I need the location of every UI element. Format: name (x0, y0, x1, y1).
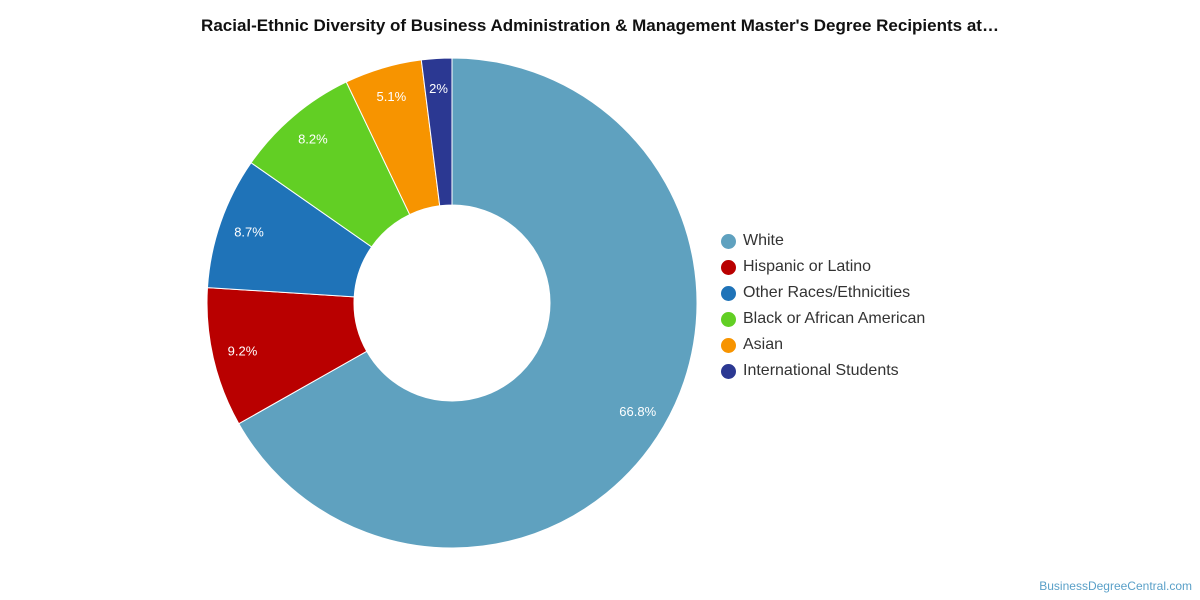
legend-label: Black or African American (743, 310, 926, 327)
legend-item[interactable]: Hispanic or Latino (721, 254, 925, 280)
legend-label: Asian (743, 336, 784, 353)
legend-swatch (721, 311, 736, 327)
legend-item[interactable]: White (721, 228, 925, 254)
legend-item[interactable]: Other Races/Ethnicities (721, 280, 925, 306)
legend-label: International Students (743, 362, 899, 379)
data-label: 66.8% (619, 404, 656, 419)
legend-item[interactable]: International Students (721, 358, 925, 384)
legend-label: White (743, 232, 784, 249)
legend-item[interactable]: Asian (721, 332, 925, 358)
legend: White Hispanic or Latino Other Races/Ethni… (721, 228, 925, 384)
legend-item[interactable]: Black or African American (721, 306, 925, 332)
data-label: 5.1% (377, 89, 407, 104)
legend-swatch (721, 233, 736, 249)
legend-swatch (721, 285, 736, 301)
slice-international-students[interactable] (420, 57, 453, 207)
data-label: 8.7% (234, 225, 264, 240)
slice-white[interactable] (238, 57, 698, 549)
legend-swatch (721, 259, 736, 275)
legend-swatch (721, 337, 736, 353)
chart-title: Racial-Ethnic Diversity of Business Admi… (201, 16, 999, 35)
legend-swatch (721, 363, 736, 379)
legend-label: Hispanic or Latino (743, 258, 872, 275)
data-label: 2% (429, 81, 448, 96)
data-label: 8.2% (298, 132, 328, 147)
data-label: 9.2% (228, 344, 258, 359)
source-credit[interactable]: BusinessDegreeCentral.com (1039, 579, 1192, 593)
legend-label: Other Races/Ethnicities (743, 284, 911, 301)
